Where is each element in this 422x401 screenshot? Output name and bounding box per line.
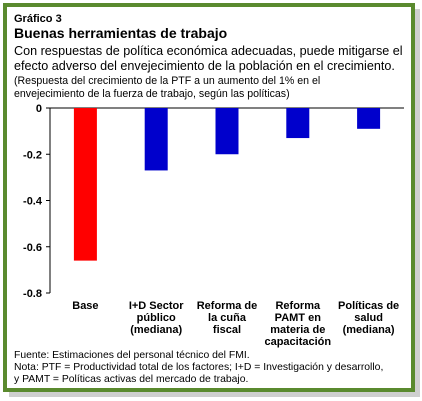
bar [215,108,239,155]
category-label: capacitación [264,336,331,348]
bar [144,108,168,171]
y-tick-label: -0.8 [23,288,42,300]
subtitle-line-2: efecto adverso del envejecimiento de la … [14,59,395,73]
chart-frame [3,3,415,392]
category-label: PAMT en [275,312,322,324]
category-label: (mediana) [343,324,395,336]
footer-note-1: Nota: PTF = Productividad total de los f… [14,362,384,373]
footer-source: Fuente: Estimaciones del personal técnic… [14,350,250,361]
y-tick-label: -0.4 [23,196,43,208]
footer-note-2: y PAMT = Políticas activas del mercado d… [14,374,249,385]
category-label: la cuña [208,312,247,324]
category-label: materia de [270,324,325,336]
subtitle-line-1: Con respuestas de política económica ade… [14,44,403,58]
y-tick-label: -0.6 [23,242,42,254]
category-label: I+D Sector [129,300,184,312]
category-label: fiscal [213,324,241,336]
category-label: (mediana) [130,324,182,336]
note-line-1: (Respuesta del crecimiento de la PTF a u… [14,75,321,87]
bar [357,108,381,129]
category-label: público [137,312,176,324]
category-label: Base [72,300,98,312]
chart-title: Buenas herramientas de trabajo [14,25,228,41]
note-line-2: envejecimiento de la fuerza de trabajo, … [14,88,290,100]
y-tick-label: 0 [36,103,42,115]
bar [286,108,310,139]
category-label: salud [354,312,383,324]
category-label: Reforma [275,300,321,312]
figure-label: Gráfico 3 [14,13,62,25]
bar [73,108,97,261]
category-label: Políticas de [338,300,399,312]
y-tick-label: -0.2 [23,149,42,161]
category-label: Reforma de [197,300,258,312]
